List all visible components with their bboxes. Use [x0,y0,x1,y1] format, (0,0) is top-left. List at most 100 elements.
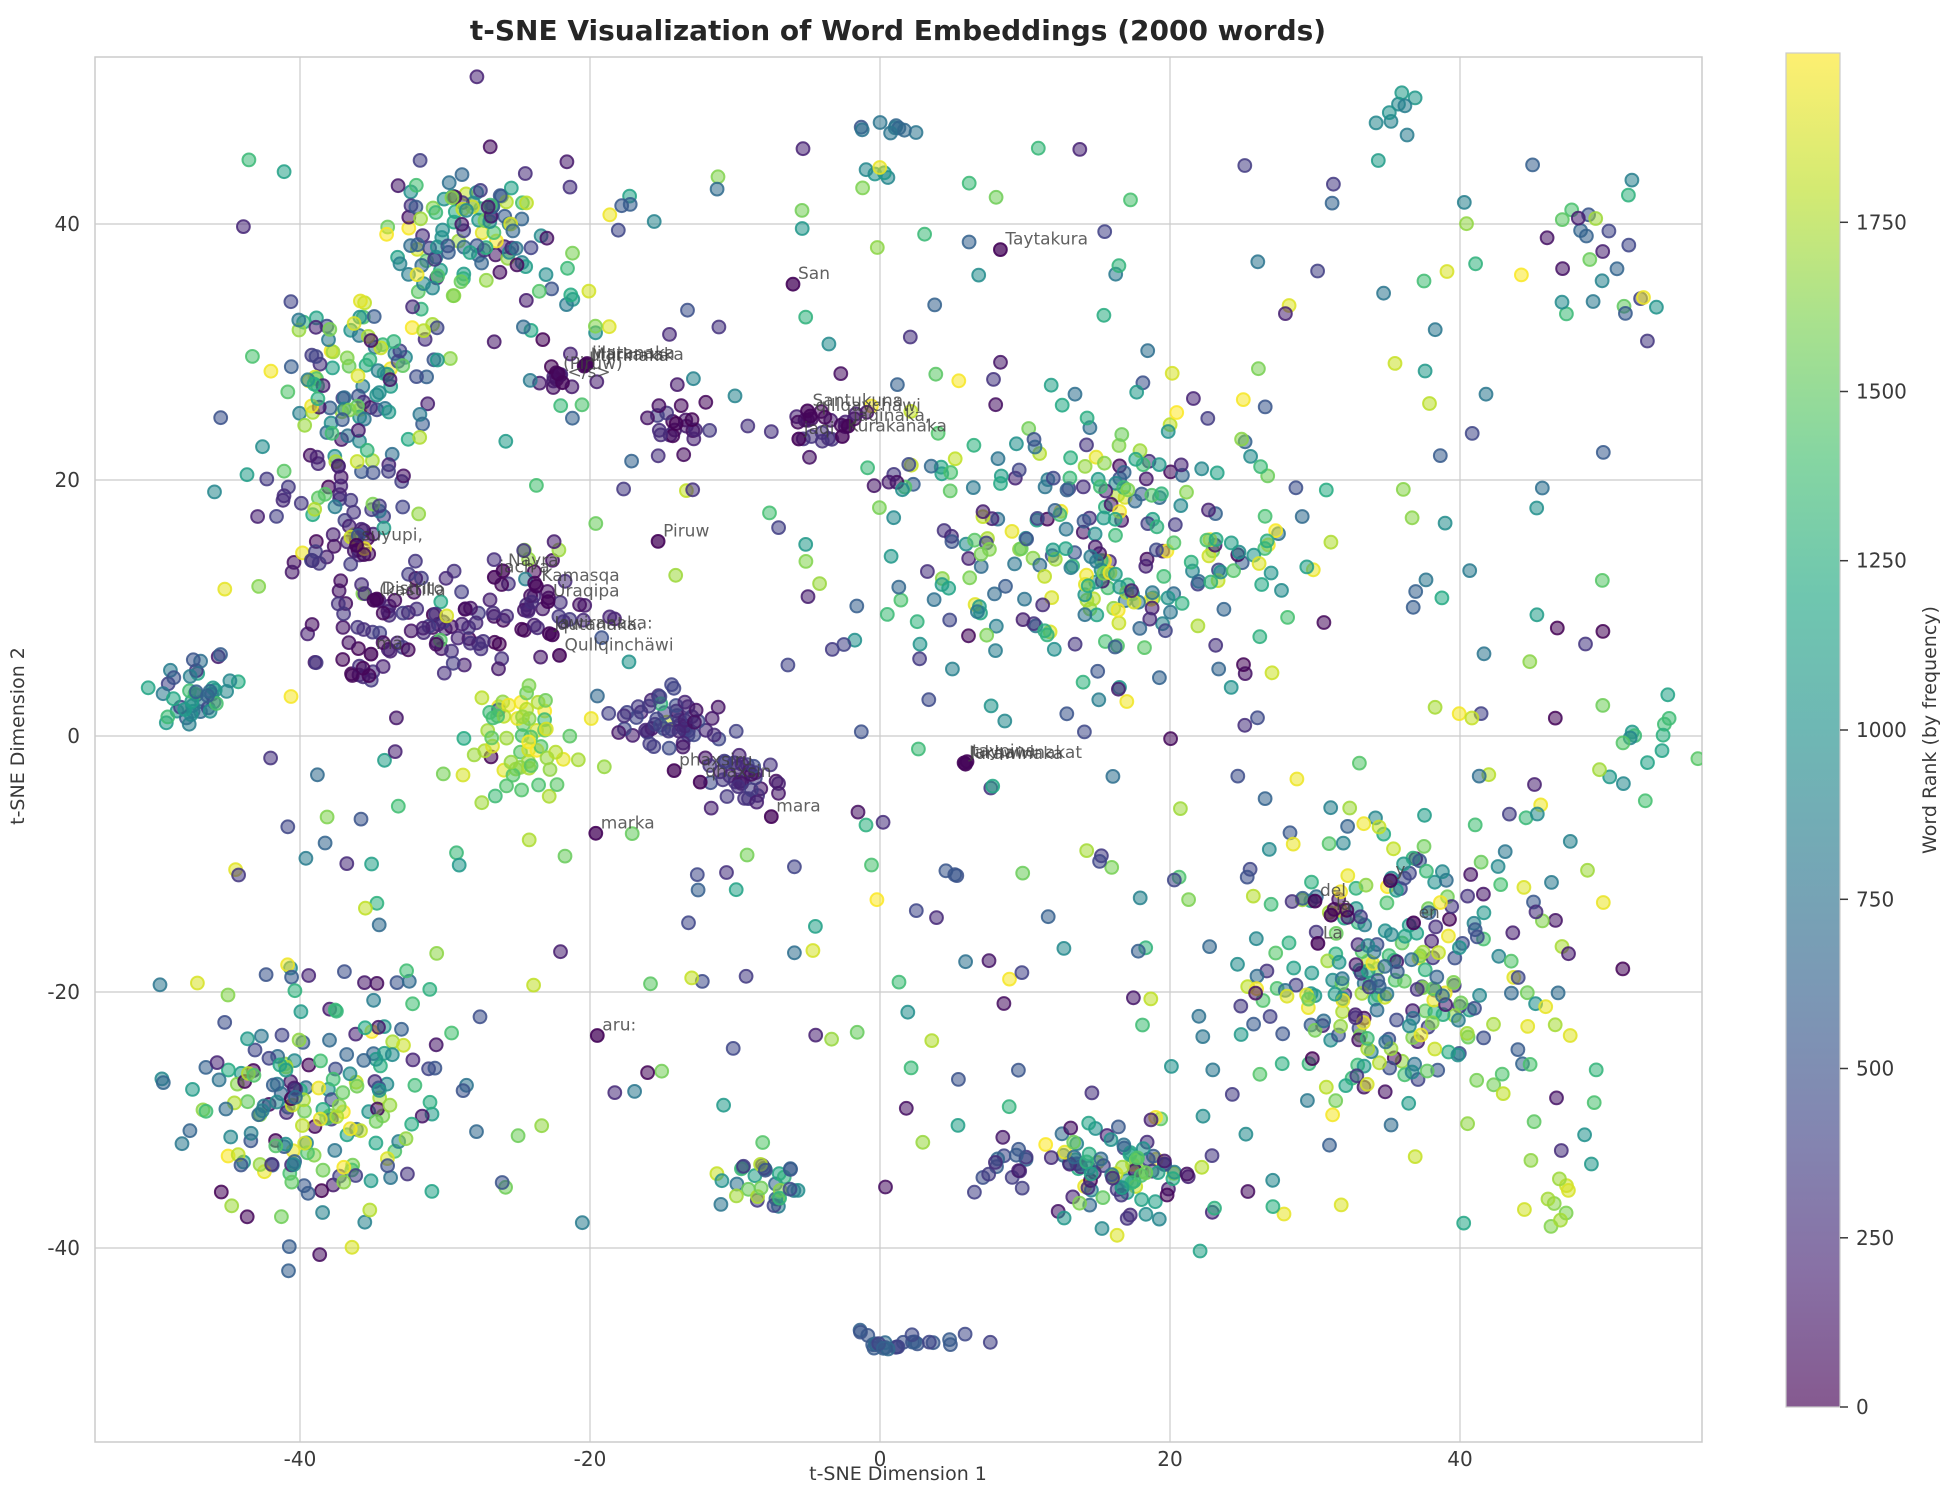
scatter-point [1497,844,1513,859]
word-annotation: mä [376,634,403,654]
scatter-point [970,604,985,619]
scatter-point [849,1024,865,1040]
scatter-point [365,465,381,481]
scatter-point [389,975,405,990]
scatter-point [492,188,508,204]
scatter-point [1223,680,1239,695]
scatter-point [1081,1115,1097,1131]
scatter-point [293,1004,309,1020]
scatter-point [1356,816,1372,832]
annotated-word-point [349,537,364,553]
scatter-point [1405,599,1421,615]
scatter-point [1288,480,1304,496]
scatter-point [1413,1027,1429,1043]
scatter-point [1523,1153,1539,1168]
word-annotation: jaqinaka, [852,406,930,426]
scatter-point [1609,261,1625,277]
scatter-point [1250,254,1266,270]
scatter-point [1654,743,1670,758]
x-tick: -40 [284,1447,317,1471]
scatter-point [1226,563,1241,579]
scatter-point [758,1162,773,1178]
scatter-point [357,975,372,990]
scatter-point [1595,624,1611,639]
scatter-point [1460,1116,1475,1132]
scatter-point [515,709,530,725]
scatter-point [404,1116,420,1132]
scatter-point [684,412,700,428]
scatter-point [264,1157,280,1172]
scatter-point [800,589,816,604]
scatter-point [1578,636,1593,652]
scatter-point [1160,424,1176,439]
scatter-point [1456,195,1472,210]
scatter-point [380,1158,396,1174]
scatter-point [405,996,421,1012]
scatter-point [531,283,547,299]
x-tick: -20 [574,1447,607,1471]
scatter-point [1143,991,1159,1007]
scatter-point [872,160,888,175]
scatter-point [1254,577,1270,592]
scatter-point [1624,172,1640,188]
scatter-point [1463,867,1479,882]
annotated-word-point [763,809,779,824]
scatter-point [1562,1028,1578,1043]
scatter-point [521,832,537,848]
scatter-point [869,240,885,255]
scatter-point [1079,410,1095,426]
scatter-point [301,968,317,983]
scatter-point [1473,854,1489,870]
scatter-point [499,730,515,746]
scatter-point [370,1101,385,1117]
scatter-point [651,398,667,414]
scatter-point [276,463,292,479]
word-annotation: Distrito [382,579,444,599]
scatter-point [368,1051,384,1067]
scatter-point [1595,244,1611,259]
scatter-point [1026,432,1042,447]
scatter-point [1257,791,1273,806]
scatter-point [576,612,591,628]
scatter-point [517,166,533,181]
scatter-point [457,601,473,617]
scatter-point [439,608,455,624]
scatter-point [241,152,257,168]
scatter-point [966,437,982,453]
scatter-point [1166,535,1182,551]
scatter-point [1253,459,1268,475]
scatter-point [468,615,484,631]
scatter-point [462,245,478,260]
scatter-point [1151,457,1167,473]
annotated-word-point [1307,893,1323,909]
scatter-point [1204,1148,1220,1163]
scatter-point [339,1047,355,1062]
x-tick-labels: -40 -20 0 20 40 [284,1447,1473,1471]
scatter-point [375,605,391,621]
scatter-point [1404,952,1419,968]
word-annotation: Kurakanaka [847,417,947,437]
scatter-point [469,69,485,85]
scatter-point [551,609,567,624]
scatter-point [474,255,490,271]
scatter-point [429,946,445,961]
scatter-point [1167,517,1183,533]
scatter-point [382,1097,398,1113]
scatter-point [859,404,875,420]
scatter-point [436,665,452,681]
scatter-point [399,963,415,979]
scatter-point [1238,1126,1254,1142]
scatter-point [588,318,603,334]
scatter-point [1104,860,1120,875]
scatter-point [1268,523,1284,539]
scatter-point [1056,941,1072,956]
scatter-point [716,1097,731,1113]
scatter-point [908,125,924,140]
scatter-point [1377,959,1393,974]
scatter-point [324,425,340,441]
scatter-point [544,281,559,297]
scatter-point [1011,1163,1026,1178]
scatter-point [1325,1107,1340,1123]
scatter-point [909,614,925,630]
scatter-point [297,417,313,433]
